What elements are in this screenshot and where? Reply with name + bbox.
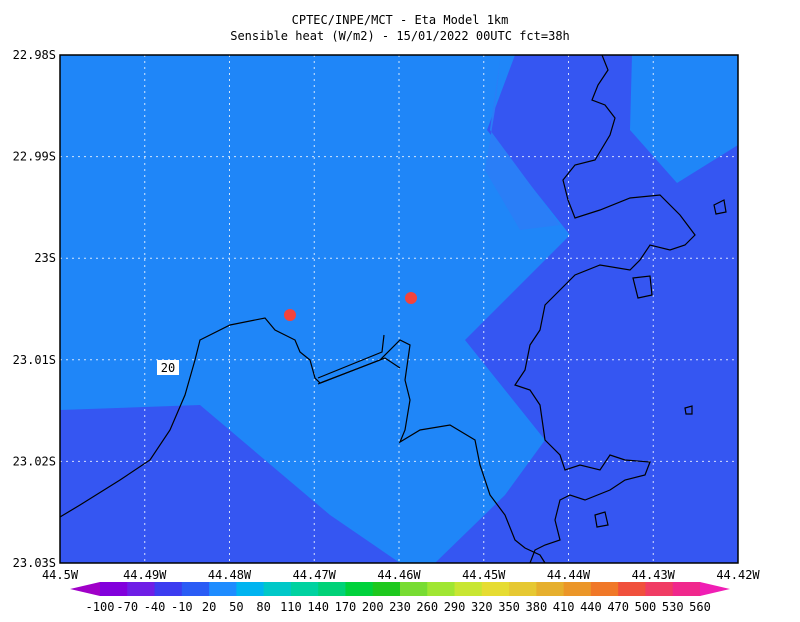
coastline	[514, 54, 696, 564]
colorbar-arrow	[700, 582, 730, 596]
lon-label: 44.48W	[208, 568, 252, 582]
colorbar-swatch	[290, 582, 319, 596]
colorbar-swatch	[563, 582, 592, 596]
colorbar-label: 230	[389, 600, 411, 614]
colorbar-label: 440	[580, 600, 602, 614]
lat-label: 23.02S	[13, 454, 56, 468]
colorbar-swatch	[454, 582, 483, 596]
contour-label: 20	[161, 361, 175, 375]
colorbar-label: -10	[171, 600, 193, 614]
colorbar-swatch	[236, 582, 265, 596]
lon-label: 44.5W	[42, 568, 79, 582]
island	[684, 405, 693, 415]
island	[632, 275, 653, 299]
mid-field	[485, 60, 560, 230]
colorbar-swatch	[100, 582, 128, 596]
grid	[60, 55, 738, 563]
frame	[59, 54, 739, 564]
colorbar-label: 290	[444, 600, 466, 614]
title: CPTEC/INPE/MCT - Eta Model 1km	[292, 13, 509, 27]
colorbar-swatch	[318, 582, 346, 596]
lon-label: 44.43W	[632, 568, 676, 582]
colorbar-swatch	[181, 582, 210, 596]
colorbar-label: 20	[202, 600, 216, 614]
colorbar-label: 260	[416, 600, 438, 614]
colorbar-label: 500	[635, 600, 657, 614]
island	[594, 511, 609, 528]
colorbar-swatch	[372, 582, 401, 596]
colorbar-label: 80	[256, 600, 270, 614]
contour-label-box	[157, 360, 179, 375]
lon-label: 44.42W	[716, 568, 760, 582]
colorbar-swatch	[509, 582, 537, 596]
colorbar-label: 50	[229, 600, 243, 614]
subtitle: Sensible heat (W/m2) - 15/01/2022 00UTC …	[230, 29, 570, 43]
colorbar-label: 380	[526, 600, 548, 614]
lat-label: 23.01S	[13, 353, 56, 367]
station-marker	[284, 309, 296, 321]
colorbar-label: 410	[553, 600, 575, 614]
map-area: 20	[59, 54, 739, 564]
colorbar-swatch	[590, 582, 619, 596]
station-marker	[405, 292, 417, 304]
lon-label: 44.44W	[547, 568, 591, 582]
colorbar-swatch	[536, 582, 565, 596]
colorbar-label: 110	[280, 600, 302, 614]
lon-label: 44.46W	[377, 568, 421, 582]
coastline	[317, 334, 401, 385]
colorbar-label: -100	[86, 600, 115, 614]
colorbar-label: 170	[335, 600, 357, 614]
lat-label: 22.99S	[13, 150, 56, 164]
colorbar-arrow	[70, 582, 100, 596]
lon-label: 44.45W	[462, 568, 506, 582]
island	[713, 199, 727, 215]
colorbar-label: -40	[144, 600, 166, 614]
light-field	[60, 55, 570, 563]
colorbar-swatch	[481, 582, 510, 596]
colorbar-label: 200	[362, 600, 384, 614]
colorbar-label: 470	[607, 600, 629, 614]
lat-label: 22.98S	[13, 48, 56, 62]
colorbar-label: 530	[662, 600, 684, 614]
light-field	[630, 55, 738, 183]
colorbar-label: 140	[307, 600, 329, 614]
colorbar-swatch	[345, 582, 374, 596]
colorbar-swatch	[427, 582, 456, 596]
colorbar-label: 350	[498, 600, 520, 614]
colorbar-swatch	[645, 582, 674, 596]
colorbar-swatch	[154, 582, 183, 596]
colorbar-swatch	[127, 582, 156, 596]
colorbar-swatch	[263, 582, 292, 596]
colorbar-swatch	[209, 582, 237, 596]
colorbar-swatch	[672, 582, 701, 596]
colorbar-label: -70	[116, 600, 138, 614]
lon-label: 44.49W	[123, 568, 167, 582]
lat-label: 23.03S	[13, 556, 56, 570]
colorbar-label: 320	[471, 600, 493, 614]
colorbar-label: 560	[689, 600, 711, 614]
colorbar: -100 -70 -40 -10 20 50 80 110 140 170 200 230 260 290…	[70, 582, 730, 614]
lat-label: 23S	[34, 251, 56, 265]
lon-label: 44.47W	[293, 568, 337, 582]
colorbar-swatch	[618, 582, 646, 596]
colorbar-swatch	[400, 582, 428, 596]
